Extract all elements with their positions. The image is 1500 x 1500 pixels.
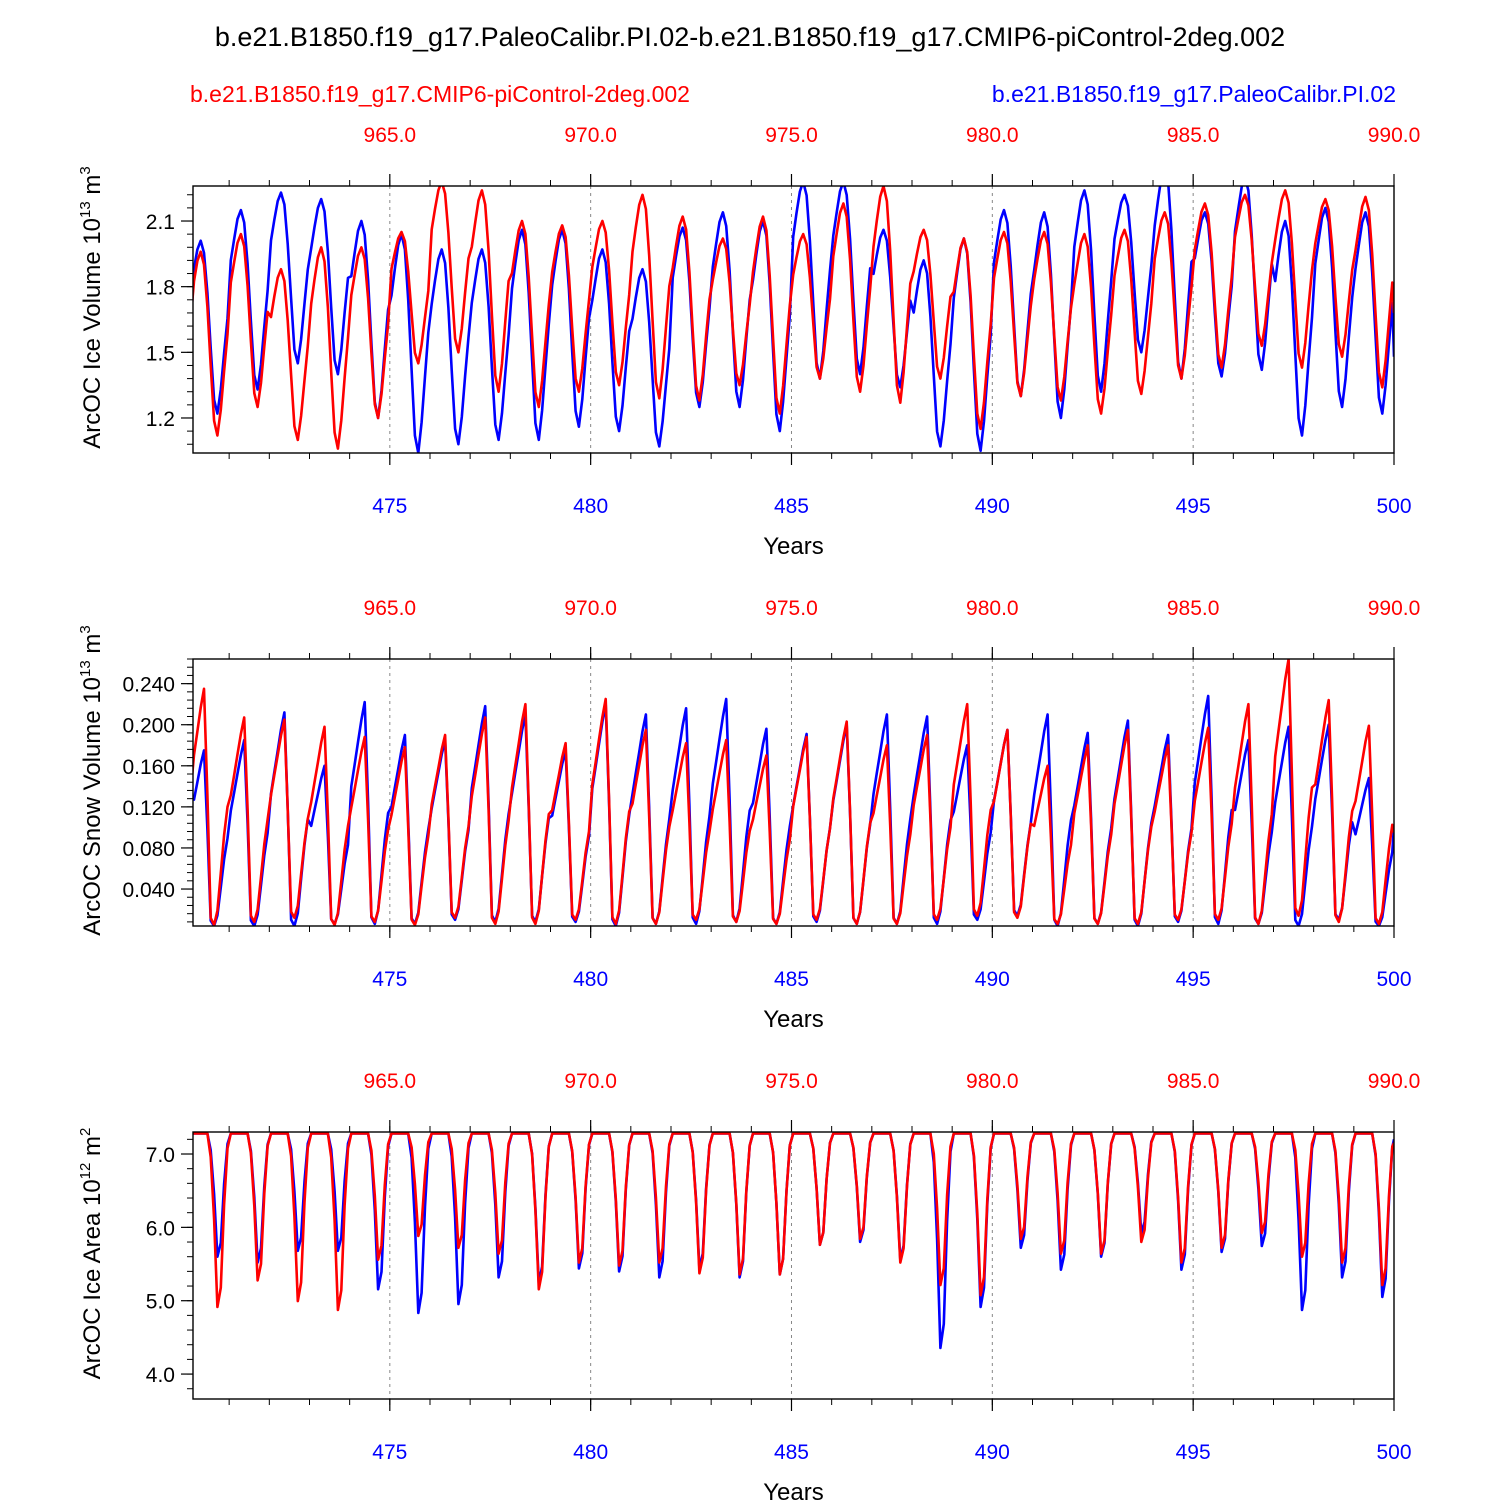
x-bottom-tick-label: 495 bbox=[1176, 968, 1211, 991]
series-line-blue bbox=[193, 186, 1394, 453]
y-axis-title: ArcOC Ice Volume 1013 m3 bbox=[77, 166, 106, 448]
x-bottom-tick-label: 475 bbox=[372, 495, 407, 518]
y-tick-label: 0.200 bbox=[122, 715, 175, 738]
x-top-tick-label: 990.0 bbox=[1368, 124, 1421, 147]
x-top-tick-label: 970.0 bbox=[564, 1070, 617, 1093]
y-tick-label: 0.080 bbox=[122, 838, 175, 861]
x-bottom-tick-label: 485 bbox=[774, 968, 809, 991]
x-top-tick-label: 970.0 bbox=[564, 124, 617, 147]
y-axis-title-main: ArcOC Ice Area 10 bbox=[79, 1179, 106, 1379]
x-axis-title: Years bbox=[763, 533, 824, 560]
x-top-tick-label: 975.0 bbox=[765, 124, 818, 147]
y-axis-title-unit-exponent: 3 bbox=[77, 166, 94, 174]
x-bottom-tick-label: 480 bbox=[573, 495, 608, 518]
y-axis-title-main: ArcOC Snow Volume 10 bbox=[79, 677, 106, 936]
y-tick-label: 2.1 bbox=[146, 211, 175, 234]
y-tick-label: 0.160 bbox=[122, 756, 175, 779]
y-axis-title-unit: m bbox=[79, 634, 106, 661]
y-axis-title-exponent: 13 bbox=[77, 660, 94, 677]
x-bottom-tick-label: 475 bbox=[372, 968, 407, 991]
chart-panel-3: 4.0 5.0 6.0 7.0 475 965.0 480 970.0 485 975.0 490 9… bbox=[77, 1070, 1420, 1500]
y-axis-title-unit-exponent: 2 bbox=[77, 1128, 94, 1136]
figure-title: b.e21.B1850.f19_g17.PaleoCalibr.PI.02-b.… bbox=[215, 22, 1285, 52]
y-tick-label: 7.0 bbox=[146, 1144, 175, 1167]
y-tick-label: 0.120 bbox=[122, 797, 175, 820]
x-bottom-tick-label: 500 bbox=[1376, 1441, 1411, 1464]
x-top-tick-label: 975.0 bbox=[765, 1070, 818, 1093]
y-tick-label: 1.2 bbox=[146, 408, 175, 431]
x-top-tick-label: 970.0 bbox=[564, 597, 617, 620]
x-top-tick-label: 965.0 bbox=[364, 597, 417, 620]
y-axis-title-exponent: 12 bbox=[77, 1163, 94, 1180]
chart-panel-2: 0.040 0.080 0.120 0.160 0.200 0.240 475 965.0 48… bbox=[77, 597, 1420, 1033]
x-top-tick-label: 985.0 bbox=[1167, 124, 1220, 147]
y-axis-title-main: ArcOC Ice Volume 10 bbox=[79, 218, 106, 449]
series-line-red bbox=[193, 659, 1394, 926]
y-tick-label: 6.0 bbox=[146, 1217, 175, 1240]
x-bottom-tick-label: 500 bbox=[1376, 495, 1411, 518]
x-top-tick-label: 965.0 bbox=[364, 1070, 417, 1093]
y-tick-label: 5.0 bbox=[146, 1291, 175, 1314]
legend-red-label: b.e21.B1850.f19_g17.CMIP6-piControl-2deg… bbox=[190, 81, 690, 107]
panels: 1.2 1.5 1.8 2.1 475 965.0 480 970.0 485 975.0 490 9… bbox=[77, 124, 1420, 1500]
series-line-red bbox=[193, 1132, 1394, 1312]
x-top-tick-label: 980.0 bbox=[966, 597, 1019, 620]
x-bottom-tick-label: 495 bbox=[1176, 1441, 1211, 1464]
x-top-tick-label: 985.0 bbox=[1167, 1070, 1220, 1093]
x-bottom-tick-label: 480 bbox=[573, 1441, 608, 1464]
y-tick-label: 1.8 bbox=[146, 277, 175, 300]
y-tick-label: 4.0 bbox=[146, 1364, 175, 1387]
x-axis-title: Years bbox=[763, 1479, 824, 1500]
x-top-tick-label: 975.0 bbox=[765, 597, 818, 620]
x-top-tick-label: 965.0 bbox=[364, 124, 417, 147]
y-axis-title: ArcOC Ice Area 1012 m2 bbox=[77, 1128, 106, 1380]
plot-frame bbox=[192, 185, 1395, 454]
x-top-tick-label: 980.0 bbox=[966, 1070, 1019, 1093]
y-axis-title: ArcOC Snow Volume 1013 m3 bbox=[77, 625, 106, 936]
series-line-blue bbox=[193, 1132, 1394, 1350]
x-bottom-tick-label: 490 bbox=[975, 968, 1010, 991]
y-axis-title-unit: m bbox=[79, 1136, 106, 1163]
x-bottom-tick-label: 480 bbox=[573, 968, 608, 991]
plot-frame bbox=[192, 658, 1395, 927]
x-bottom-tick-label: 490 bbox=[975, 1441, 1010, 1464]
legend-blue-label: b.e21.B1850.f19_g17.PaleoCalibr.PI.02 bbox=[992, 81, 1396, 107]
series-line-red bbox=[193, 186, 1394, 450]
x-top-tick-label: 980.0 bbox=[966, 124, 1019, 147]
x-top-tick-label: 990.0 bbox=[1368, 597, 1421, 620]
chart-panel-1: 1.2 1.5 1.8 2.1 475 965.0 480 970.0 485 975.0 490 9… bbox=[77, 124, 1420, 560]
x-bottom-tick-label: 485 bbox=[774, 1441, 809, 1464]
x-top-tick-label: 990.0 bbox=[1368, 1070, 1421, 1093]
y-axis-title-unit: m bbox=[79, 175, 106, 202]
x-axis-title: Years bbox=[763, 1006, 824, 1033]
y-axis-title-unit-exponent: 3 bbox=[77, 625, 94, 633]
y-tick-label: 0.240 bbox=[122, 674, 175, 697]
plot-frame bbox=[192, 1131, 1395, 1400]
x-bottom-tick-label: 475 bbox=[372, 1441, 407, 1464]
y-axis-title-exponent: 13 bbox=[77, 201, 94, 218]
x-bottom-tick-label: 500 bbox=[1376, 968, 1411, 991]
x-bottom-tick-label: 485 bbox=[774, 495, 809, 518]
x-bottom-tick-label: 490 bbox=[975, 495, 1010, 518]
x-top-tick-label: 985.0 bbox=[1167, 597, 1220, 620]
y-tick-label: 1.5 bbox=[146, 342, 175, 365]
y-tick-label: 0.040 bbox=[122, 879, 175, 902]
x-bottom-tick-label: 495 bbox=[1176, 495, 1211, 518]
